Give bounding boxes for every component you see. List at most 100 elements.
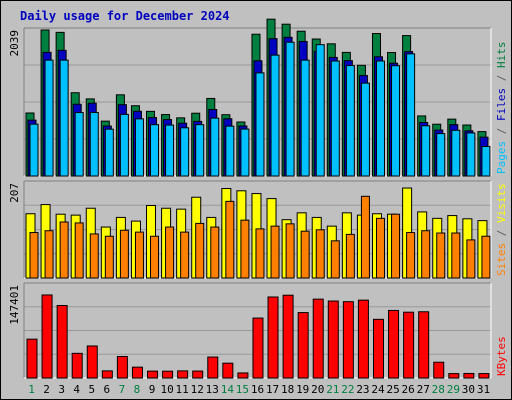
sites-bar — [375, 217, 385, 279]
pages-bar — [165, 124, 175, 177]
pages-bar — [134, 118, 144, 177]
day-tick-label: 13 — [206, 383, 219, 396]
day-tick-label: 16 — [251, 383, 264, 396]
sites-bar — [481, 235, 491, 279]
pages-bar — [270, 54, 280, 177]
kbytes-bar — [418, 311, 430, 379]
day-tick-label: 10 — [160, 383, 173, 396]
sites-bar — [210, 226, 220, 279]
legend-kbytes: KBytes — [495, 336, 508, 376]
kbytes-bar — [403, 311, 415, 379]
kbytes-bar — [26, 338, 38, 379]
day-tick-label: 19 — [296, 383, 309, 396]
day-tick-label: 9 — [149, 383, 156, 396]
day-tick-label: 20 — [311, 383, 324, 396]
day-tick-label: 14 — [221, 383, 235, 396]
sites-bar — [119, 229, 129, 279]
day-tick-label: 17 — [266, 383, 279, 396]
kbytes-bar — [342, 301, 354, 379]
pages-bar — [119, 113, 129, 177]
sites-bar — [451, 232, 461, 279]
pages-bar — [330, 60, 340, 177]
day-tick-label: 5 — [88, 383, 95, 396]
kbytes-bar — [297, 312, 309, 379]
kbytes-bar — [147, 370, 159, 379]
day-tick-label: 11 — [176, 383, 189, 396]
kbytes-bar — [267, 296, 279, 379]
legend-entry: KBytes — [495, 336, 508, 376]
sites-bar — [240, 219, 250, 279]
day-tick-label: 8 — [134, 383, 141, 396]
kbytes-bar — [162, 370, 174, 379]
kbytes-bar — [86, 345, 98, 379]
pages-bar — [89, 111, 99, 177]
day-tick-label: 12 — [191, 383, 204, 396]
sites-bar — [285, 223, 295, 279]
pages-bar — [195, 124, 205, 177]
legend-entry: Files — [495, 88, 508, 121]
day-tick-label: 21 — [326, 383, 339, 396]
kbytes-bar — [448, 373, 460, 379]
kbytes-bar — [388, 309, 400, 379]
kbytes-bar — [372, 318, 384, 379]
pages-bar — [74, 112, 84, 177]
max-value-label: 207 — [8, 183, 21, 203]
sites-bar — [180, 231, 190, 279]
legend-entry: / — [495, 121, 508, 141]
pages-bar — [285, 41, 295, 177]
pages-bar — [375, 60, 385, 177]
sites-bar — [315, 229, 325, 279]
day-tick-label: 24 — [371, 383, 385, 396]
kbytes-bar — [463, 372, 475, 379]
sites-bar — [255, 228, 265, 279]
pages-bar — [481, 145, 491, 177]
sites-bar — [104, 235, 114, 279]
sites-bar — [89, 233, 99, 279]
pages-bar — [421, 125, 431, 177]
chart-title: Daily usage for December 2024 — [20, 9, 230, 23]
sites-bar — [345, 233, 355, 279]
pages-bar — [255, 72, 265, 177]
legend-entry: / — [495, 68, 508, 88]
kbytes-bar — [207, 356, 219, 379]
kbytes-bar — [357, 299, 369, 379]
pages-bar — [436, 133, 446, 177]
pages-bar — [345, 65, 355, 177]
day-tick-label: 28 — [432, 383, 445, 396]
sites-bar — [406, 232, 416, 279]
sites-bar — [421, 230, 431, 279]
kbytes-bar — [131, 366, 143, 379]
sites-bar — [300, 230, 310, 279]
kbytes-bar — [327, 300, 339, 379]
kbytes-bar — [282, 294, 294, 379]
kbytes-bar — [192, 370, 204, 379]
sites-bar — [44, 230, 54, 279]
sites-bar — [391, 213, 401, 279]
pages-bar — [29, 123, 39, 177]
day-tick-label: 15 — [236, 383, 249, 396]
kbytes-bar — [101, 370, 113, 379]
sites-bar — [330, 240, 340, 279]
day-tick-label: 2 — [43, 383, 50, 396]
pages-bar — [180, 127, 190, 177]
sites-bar — [134, 231, 144, 279]
pages-bar — [44, 59, 54, 177]
kbytes-bar — [433, 361, 445, 379]
pages-bar — [210, 117, 220, 177]
day-tick-label: 23 — [356, 383, 369, 396]
day-tick-label: 26 — [402, 383, 415, 396]
day-tick-label: 18 — [281, 383, 294, 396]
pages-bar — [240, 128, 250, 177]
day-tick-label: 3 — [58, 383, 65, 396]
pages-bar — [300, 59, 310, 177]
pages-bar — [360, 82, 370, 177]
kbytes-bar — [116, 355, 128, 379]
sites-bar — [436, 232, 446, 279]
sites-bar — [59, 221, 69, 279]
day-tick-label: 4 — [73, 383, 80, 396]
pages-bar — [406, 53, 416, 177]
day-tick-label: 7 — [119, 383, 126, 396]
pages-bar — [451, 129, 461, 177]
